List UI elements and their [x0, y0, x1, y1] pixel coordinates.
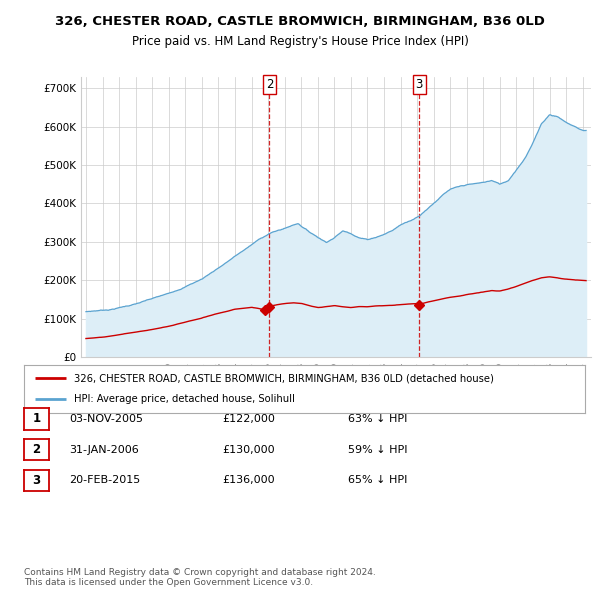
- Text: 3: 3: [416, 78, 423, 91]
- Text: 1: 1: [32, 412, 41, 425]
- Text: £136,000: £136,000: [222, 476, 275, 485]
- Text: 63% ↓ HPI: 63% ↓ HPI: [348, 414, 407, 424]
- Text: £130,000: £130,000: [222, 445, 275, 454]
- Text: Contains HM Land Registry data © Crown copyright and database right 2024.
This d: Contains HM Land Registry data © Crown c…: [24, 568, 376, 587]
- Text: 03-NOV-2005: 03-NOV-2005: [69, 414, 143, 424]
- Text: 326, CHESTER ROAD, CASTLE BROMWICH, BIRMINGHAM, B36 0LD: 326, CHESTER ROAD, CASTLE BROMWICH, BIRM…: [55, 15, 545, 28]
- Text: 20-FEB-2015: 20-FEB-2015: [69, 476, 140, 485]
- Text: HPI: Average price, detached house, Solihull: HPI: Average price, detached house, Soli…: [74, 395, 295, 405]
- Text: £122,000: £122,000: [222, 414, 275, 424]
- Text: 65% ↓ HPI: 65% ↓ HPI: [348, 476, 407, 485]
- Text: 3: 3: [32, 474, 41, 487]
- Text: 2: 2: [266, 78, 273, 91]
- Text: 59% ↓ HPI: 59% ↓ HPI: [348, 445, 407, 454]
- Text: 31-JAN-2006: 31-JAN-2006: [69, 445, 139, 454]
- Text: Price paid vs. HM Land Registry's House Price Index (HPI): Price paid vs. HM Land Registry's House …: [131, 35, 469, 48]
- Text: 2: 2: [32, 443, 41, 456]
- Text: 326, CHESTER ROAD, CASTLE BROMWICH, BIRMINGHAM, B36 0LD (detached house): 326, CHESTER ROAD, CASTLE BROMWICH, BIRM…: [74, 373, 494, 383]
